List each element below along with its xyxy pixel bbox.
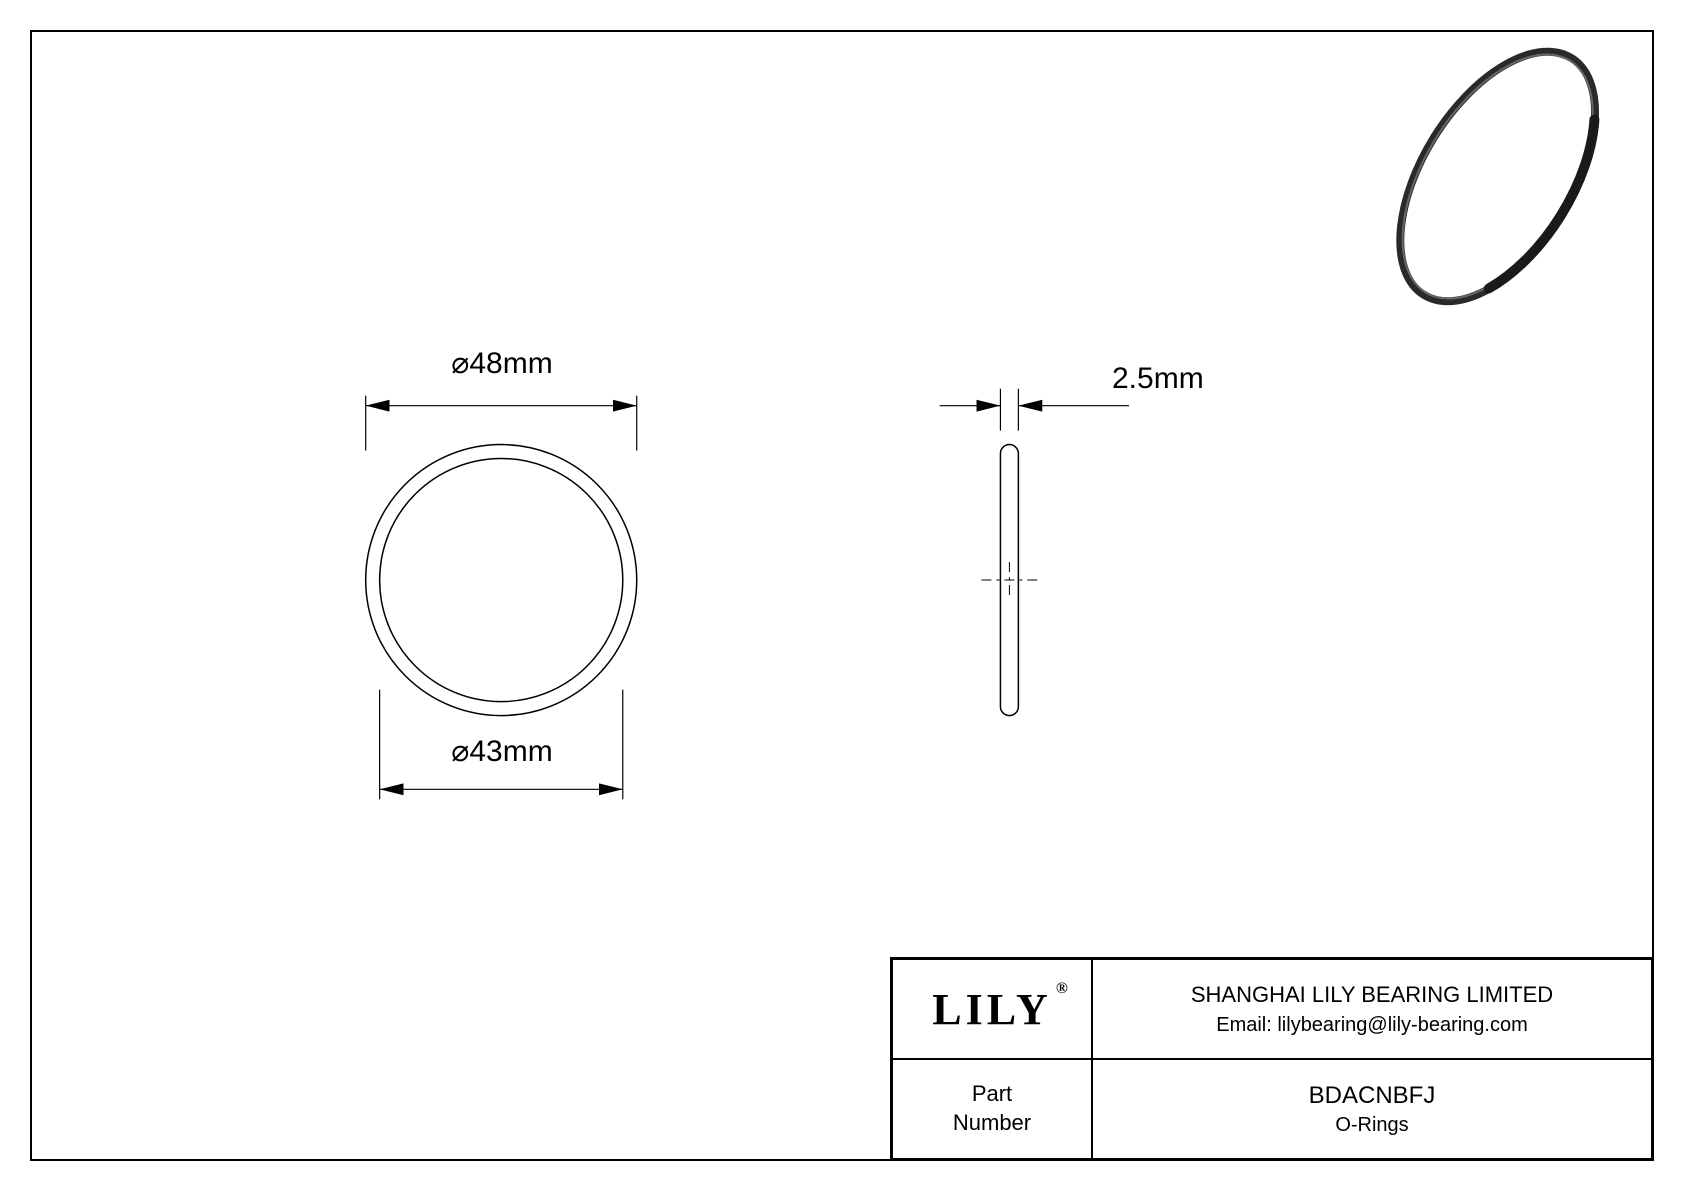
part-number-value-cell: BDACNBFJ O-Rings xyxy=(1092,1059,1652,1159)
part-number-label-1: Part xyxy=(972,1080,1012,1109)
logo-text: LILY ® xyxy=(932,984,1052,1035)
dim-cross-section xyxy=(940,389,1129,431)
part-number-label-2: Number xyxy=(953,1109,1031,1138)
logo-cell: LILY ® xyxy=(892,959,1092,1059)
cross-section-label: 2.5mm xyxy=(1112,362,1204,396)
company-email: Email: lilybearing@lily-bearing.com xyxy=(1216,1014,1528,1037)
company-cell: SHANGHAI LILY BEARING LIMITED Email: lil… xyxy=(1092,959,1652,1059)
title-block: LILY ® SHANGHAI LILY BEARING LIMITED Ema… xyxy=(890,957,1654,1161)
logo-name: LILY xyxy=(932,985,1052,1034)
side-view xyxy=(940,389,1129,716)
registered-mark-icon: ® xyxy=(1056,980,1072,998)
company-name: SHANGHAI LILY BEARING LIMITED xyxy=(1191,982,1553,1008)
part-description: O-Rings xyxy=(1335,1114,1408,1137)
dim-outer-diameter xyxy=(366,396,637,451)
iso-oring xyxy=(1360,19,1635,335)
part-number-label-cell: Part Number xyxy=(892,1059,1092,1159)
drawing-frame: ⌀48mm ⌀43mm 2.5mm LILY ® SHANGHAI LILY B… xyxy=(30,30,1654,1161)
part-number-value: BDACNBFJ xyxy=(1309,1082,1436,1110)
inner-diameter-label: ⌀43mm xyxy=(451,734,552,769)
outer-diameter-label: ⌀48mm xyxy=(451,346,552,381)
